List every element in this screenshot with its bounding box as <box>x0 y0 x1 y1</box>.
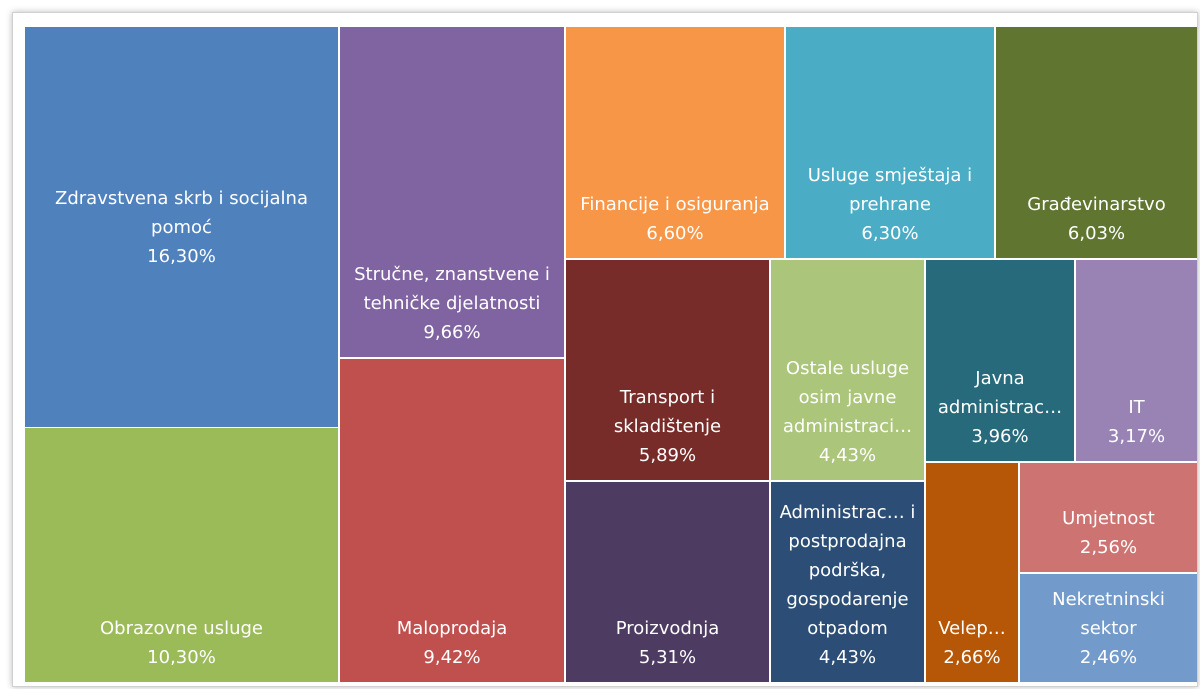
tile-label: Usluge smještaja i prehrane <box>807 165 973 215</box>
tile-value-label: 3,96% <box>971 426 1029 447</box>
tile-value-label: 3,17% <box>1107 426 1166 447</box>
tile-value-label: 6,30% <box>861 223 919 244</box>
treemap-tile: Velep… 2,66% <box>926 463 1018 682</box>
tile-label: IT <box>1128 397 1145 418</box>
treemap-tile: Ostale usluge osim javne administraci… 4,… <box>771 260 924 480</box>
treemap-tile: Proizvodnja 5,31% <box>566 482 769 682</box>
tile-label: Velep… <box>938 618 1006 639</box>
tile-label: Transport i skladištenje <box>613 387 722 437</box>
tile-label: Obrazovne usluge <box>99 618 264 639</box>
tile-label: Maloprodaja <box>396 618 508 639</box>
treemap-tile: Umjetnost 2,56% <box>1020 463 1197 572</box>
treemap-tile: Maloprodaja 9,42% <box>340 359 564 682</box>
tile-value-label: 4,43% <box>818 647 877 668</box>
tile-label: Umjetnost <box>1062 508 1155 529</box>
tile-value-label: 5,31% <box>638 647 697 668</box>
tile-value-label: 9,66% <box>423 322 481 343</box>
tile-value-label: 6,03% <box>1067 223 1126 244</box>
treemap-tile: Nekretninski sektor 2,46% <box>1020 574 1197 682</box>
tile-label: Javna administrac… <box>937 368 1063 418</box>
treemap-tile: Obrazovne usluge 10,30% <box>25 428 338 682</box>
treemap-tile: Zdravstvena skrb i socijalna pomoć 16,30% <box>25 27 338 427</box>
treemap-tile: Stručne, znanstvene i tehničke djelatnos… <box>340 27 564 357</box>
treemap-tile: Financije i osiguranja 6,60% <box>566 27 784 258</box>
tile-value-label: 2,56% <box>1079 537 1138 558</box>
tile-value-label: 10,30% <box>147 647 216 668</box>
tile-label: Financije i osiguranja <box>580 194 770 215</box>
treemap-tile: Javna administrac… 3,96% <box>926 260 1074 461</box>
tile-value-label: 16,30% <box>147 245 216 267</box>
tile-label: Nekretninski sektor <box>1052 589 1165 639</box>
tile-label: Administrac… i postprodajna podrška, gos… <box>779 502 916 639</box>
tile-value-label: 2,46% <box>1079 647 1138 668</box>
tile-value-label: 4,43% <box>818 445 877 466</box>
tile-label: Proizvodnja <box>615 618 720 639</box>
tile-value-label: 9,42% <box>423 647 481 668</box>
treemap-tile: Transport i skladištenje 5,89% <box>566 260 769 480</box>
tile-label: Stručne, znanstvene i tehničke djelatnos… <box>354 264 550 314</box>
tile-label: Građevinarstvo <box>1027 194 1166 215</box>
treemap-tile: Građevinarstvo 6,03% <box>996 27 1197 258</box>
treemap-tile: Usluge smještaja i prehrane 6,30% <box>786 27 994 258</box>
treemap-tile: Administrac… i postprodajna podrška, gos… <box>771 482 924 682</box>
tile-value-label: 2,66% <box>943 647 1001 668</box>
tile-value-label: 5,89% <box>638 445 697 466</box>
tile-label: Zdravstvena skrb i socijalna pomoć <box>55 187 308 238</box>
tile-label: Ostale usluge osim javne administraci… <box>782 358 913 437</box>
treemap-tile: IT 3,17% <box>1076 260 1197 461</box>
tile-value-label: 6,60% <box>646 223 704 244</box>
